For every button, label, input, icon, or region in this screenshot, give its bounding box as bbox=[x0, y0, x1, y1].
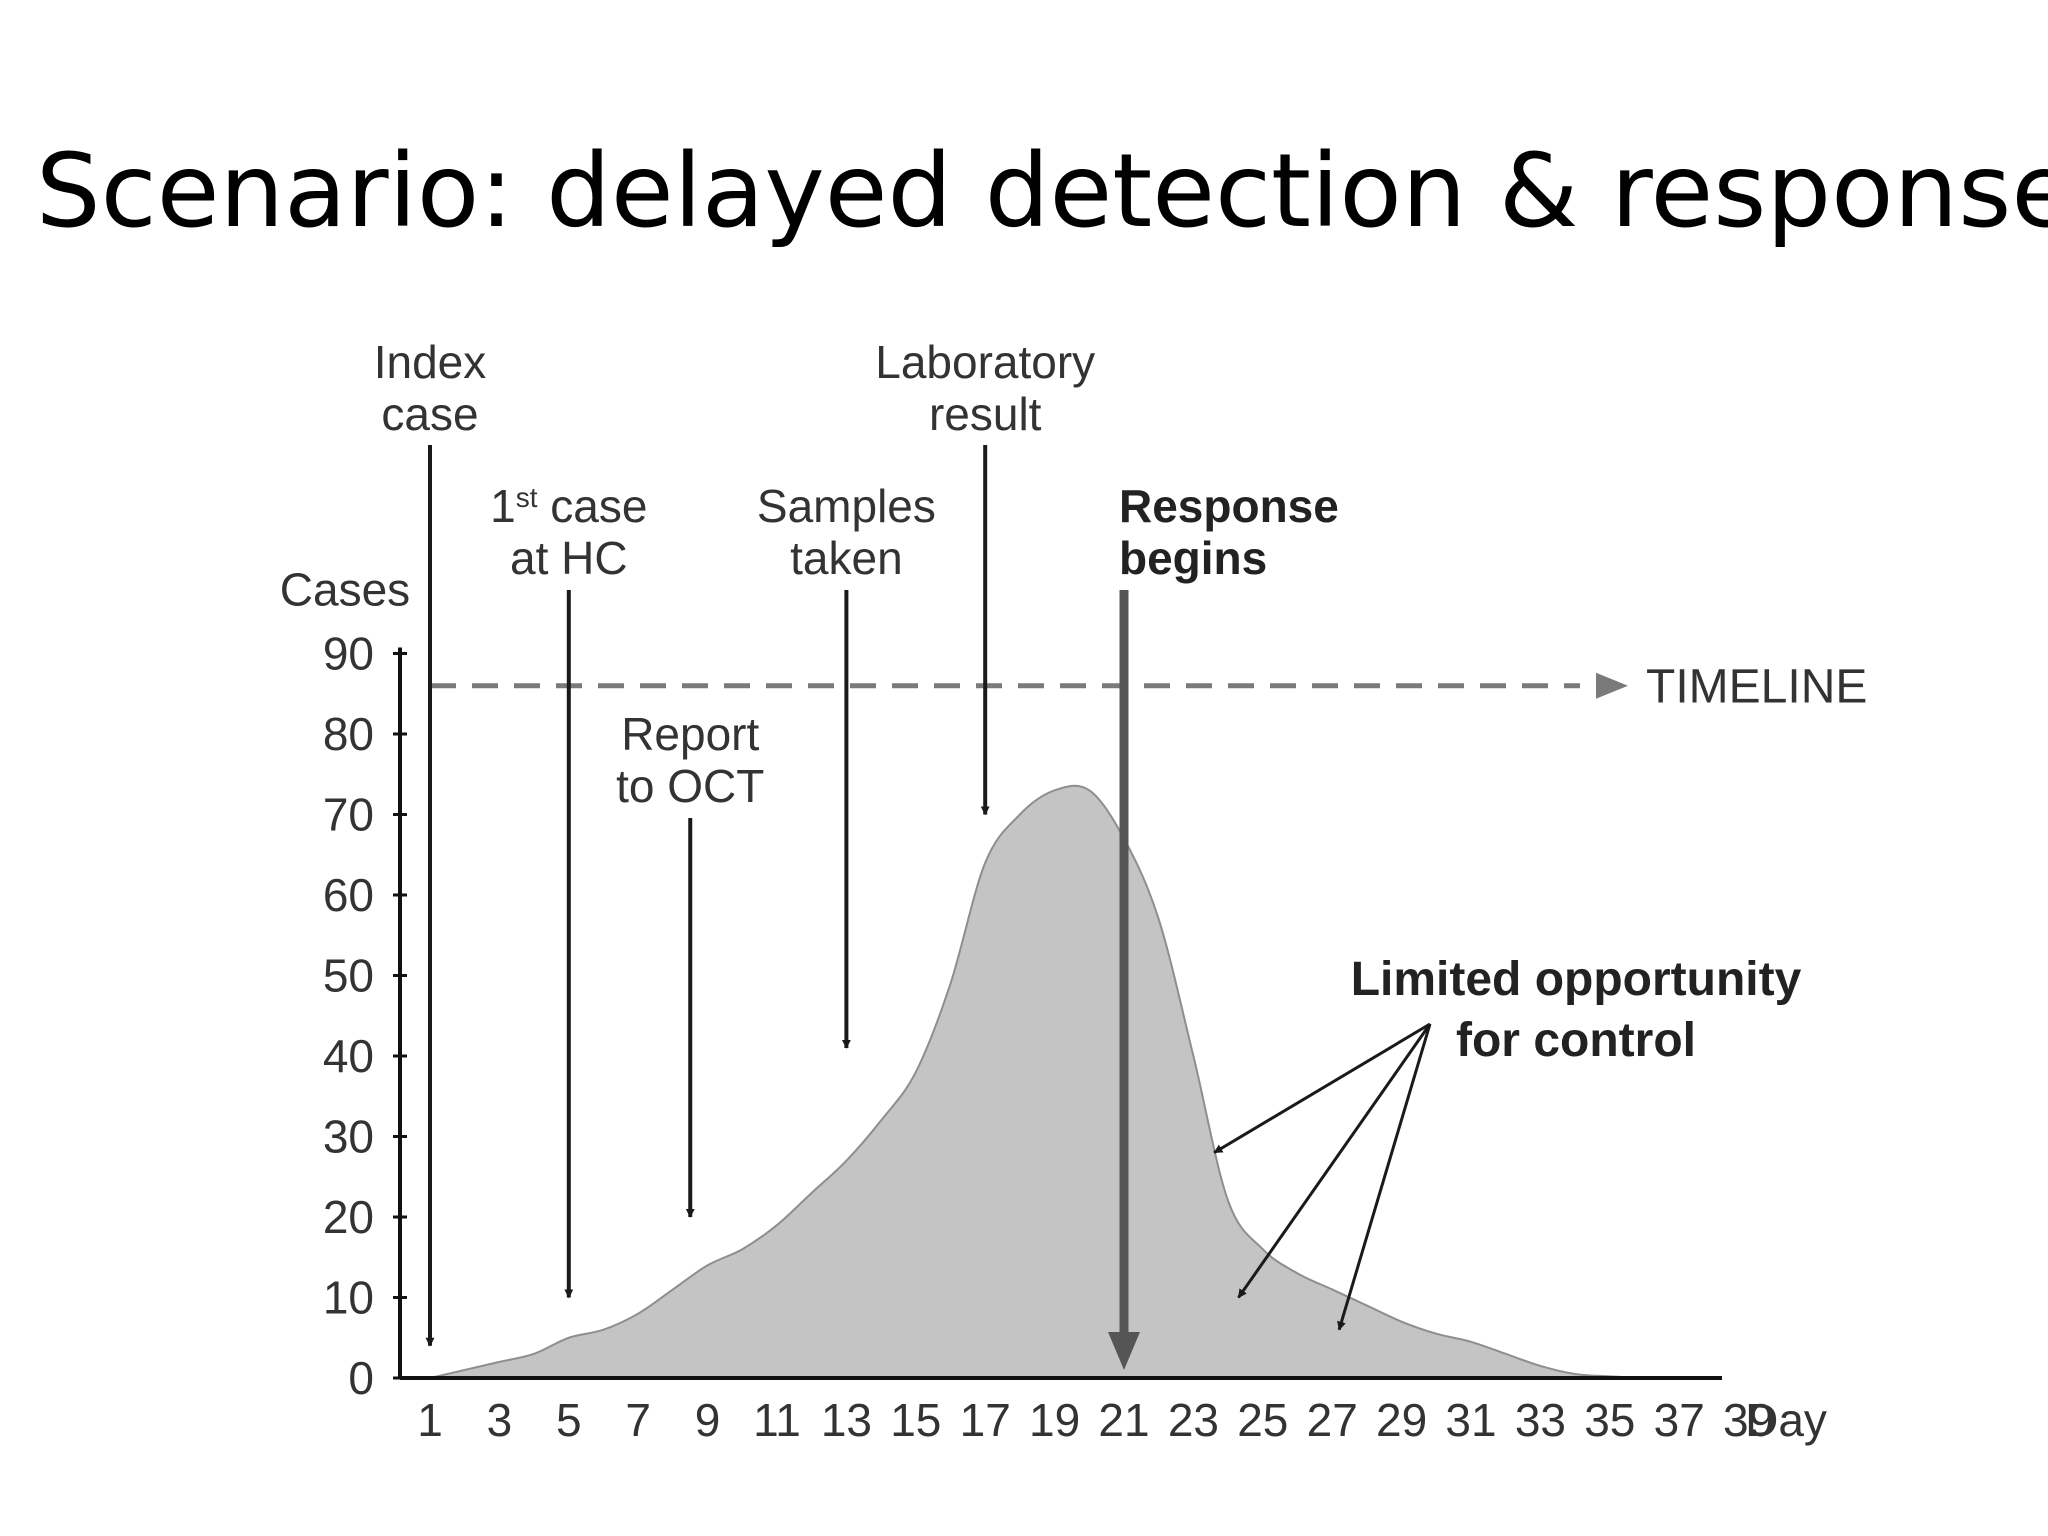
event-label-line2: to OCT bbox=[616, 760, 764, 812]
event-label-line2: taken bbox=[790, 532, 903, 584]
event-label-line2: result bbox=[929, 388, 1042, 440]
x-tick-label: 39 bbox=[1723, 1394, 1774, 1446]
x-tick-label: 37 bbox=[1654, 1394, 1705, 1446]
event-label-line1: 1st case bbox=[490, 480, 647, 532]
y-tick-label: 50 bbox=[323, 950, 374, 1002]
response-arrowhead bbox=[1108, 1331, 1140, 1370]
event-label-line1: Response bbox=[1119, 480, 1339, 532]
y-tick-label: 30 bbox=[323, 1111, 374, 1163]
slide-title: Scenario: delayed detection & response bbox=[35, 132, 2048, 251]
annotation-arrow bbox=[1213, 1022, 1431, 1154]
x-tick-label: 21 bbox=[1098, 1394, 1149, 1446]
x-tick-label: 3 bbox=[487, 1394, 513, 1446]
event-label-line2: at HC bbox=[510, 532, 628, 584]
y-tick-label: 60 bbox=[323, 869, 374, 921]
y-tick-label: 40 bbox=[323, 1030, 374, 1082]
y-tick-label: 80 bbox=[323, 708, 374, 760]
x-tick-label: 29 bbox=[1376, 1394, 1427, 1446]
x-tick-label: 23 bbox=[1168, 1394, 1219, 1446]
x-tick-label: 7 bbox=[625, 1394, 651, 1446]
x-tick-label: 33 bbox=[1515, 1394, 1566, 1446]
x-tick-label: 13 bbox=[821, 1394, 872, 1446]
event-label-line1: Report bbox=[621, 708, 759, 760]
x-tick-label: 19 bbox=[1029, 1394, 1080, 1446]
event-label-line2: begins bbox=[1119, 532, 1267, 584]
annotation-line2: for control bbox=[1456, 1014, 1696, 1067]
y-axis-label: Cases bbox=[280, 564, 410, 616]
annotation-arrow bbox=[1237, 1023, 1432, 1299]
event-label-line2: case bbox=[381, 388, 478, 440]
y-tick-label: 10 bbox=[323, 1272, 374, 1324]
event-label-line1: Index bbox=[374, 336, 487, 388]
timeline-label: TIMELINE bbox=[1646, 661, 1867, 714]
event-label-line1: Samples bbox=[757, 480, 936, 532]
y-tick-label: 70 bbox=[323, 789, 374, 841]
x-tick-label: 27 bbox=[1307, 1394, 1358, 1446]
x-tick-label: 5 bbox=[556, 1394, 582, 1446]
annotation-arrow bbox=[1337, 1023, 1432, 1331]
timeline-arrowhead bbox=[1596, 672, 1628, 699]
epidemic-area bbox=[429, 784, 1645, 1379]
x-tick-label: 11 bbox=[753, 1394, 801, 1446]
x-tick-label: 35 bbox=[1584, 1394, 1635, 1446]
y-tick-label: 90 bbox=[323, 628, 374, 680]
x-tick-label: 15 bbox=[890, 1394, 941, 1446]
x-tick-label: 9 bbox=[695, 1394, 721, 1446]
x-tick-label: 17 bbox=[960, 1394, 1011, 1446]
x-tick-label: 25 bbox=[1237, 1394, 1288, 1446]
y-tick-label: 0 bbox=[348, 1352, 374, 1404]
x-tick-label: 1 bbox=[417, 1394, 443, 1446]
event-label-line1: Laboratory bbox=[875, 336, 1095, 388]
x-axis-label: Day bbox=[1745, 1394, 1827, 1446]
y-tick-label: 20 bbox=[323, 1191, 374, 1243]
annotation-line1: Limited opportunity bbox=[1351, 953, 1802, 1006]
x-tick-label: 31 bbox=[1445, 1394, 1496, 1446]
